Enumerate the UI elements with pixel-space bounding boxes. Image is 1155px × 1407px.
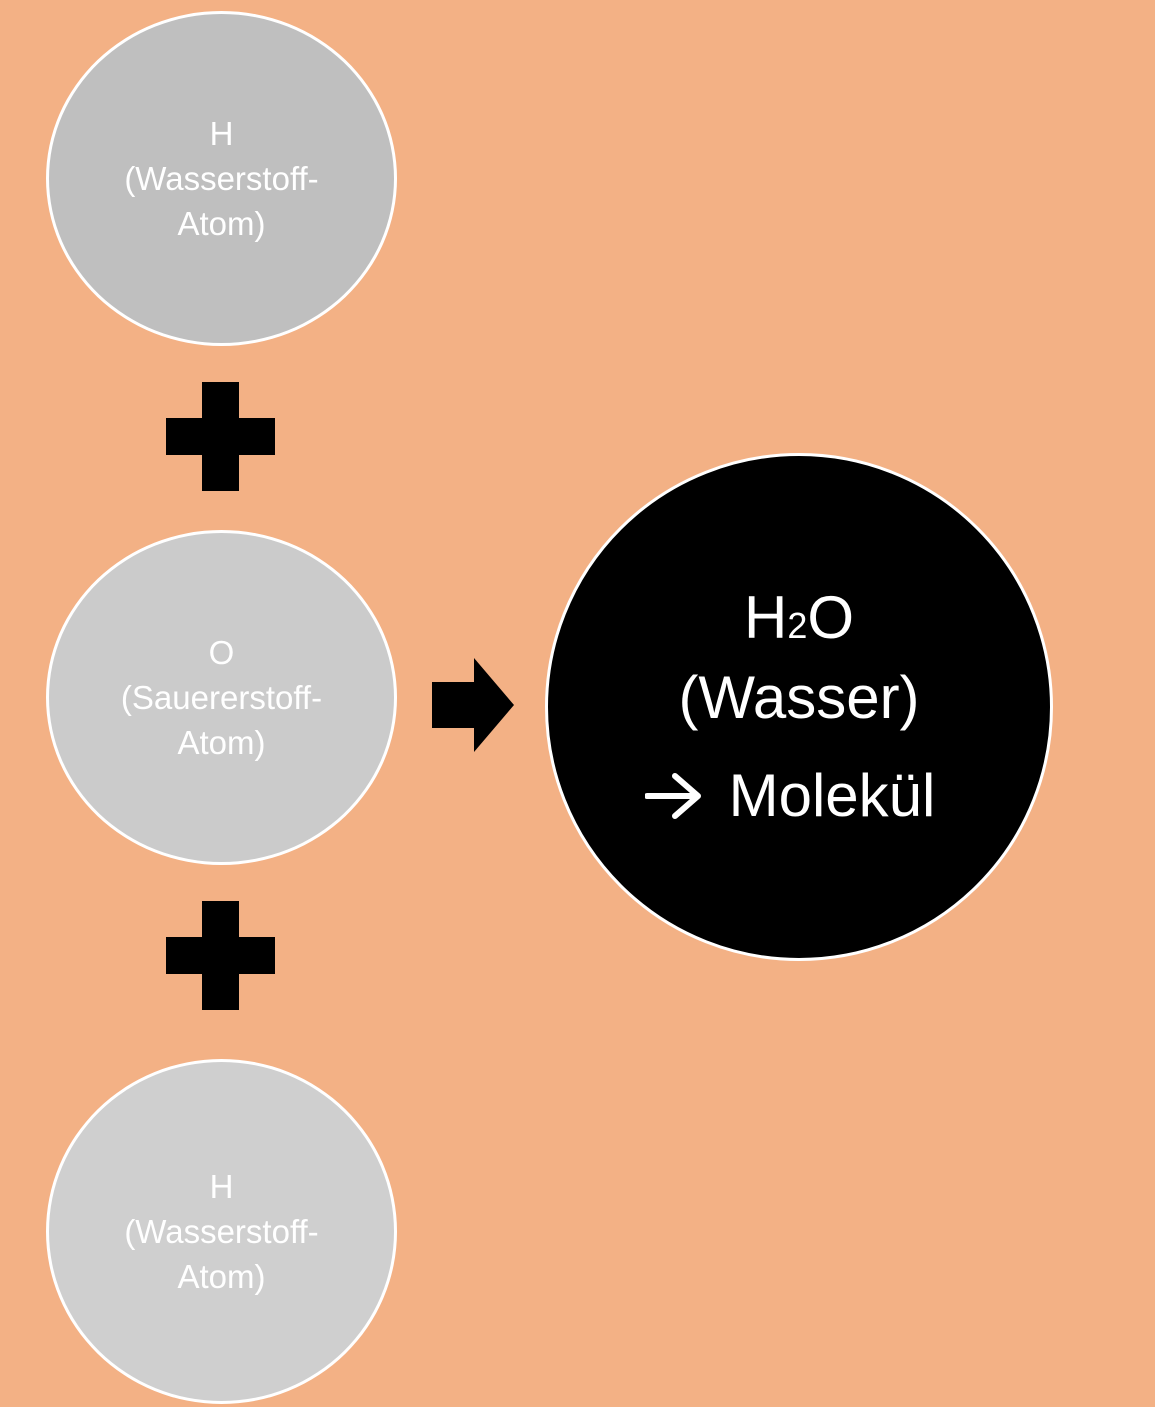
- molecule-type-label: Molekül: [728, 762, 936, 829]
- molecule-formula: H2O: [744, 582, 854, 662]
- hydrogen-atom-circle-top: H (Wasserstoff- Atom): [46, 11, 397, 346]
- molecule-name: (Wasser): [678, 664, 920, 731]
- atom-symbol: H: [209, 115, 234, 152]
- arrow-right-icon: [644, 773, 701, 819]
- atom-symbol: H: [209, 1168, 234, 1205]
- atom-suffix: Atom): [177, 1258, 266, 1295]
- formula-subscript: 2: [787, 605, 808, 646]
- atom-name: (Wasserstoff-: [124, 160, 319, 197]
- atom-name: (Sauererstoff-: [120, 679, 323, 716]
- atom-suffix: Atom): [177, 724, 266, 761]
- arrow-right-icon: [432, 658, 514, 752]
- plus-icon: [166, 382, 275, 491]
- plus-icon: [166, 901, 275, 1010]
- oxygen-atom-circle: O (Sauererstoff- Atom): [46, 530, 397, 865]
- atom-name: (Wasserstoff-: [124, 1213, 319, 1250]
- molecule-type: Molekül: [644, 760, 936, 832]
- formula-h: H: [743, 584, 788, 651]
- atom-suffix: Atom): [177, 205, 266, 242]
- hydrogen-atom-circle-bottom: H (Wasserstoff- Atom): [46, 1059, 397, 1404]
- water-molecule-circle: H2O (Wasser) Molekül: [545, 453, 1053, 961]
- atom-symbol: O: [208, 634, 235, 671]
- formula-o: O: [807, 584, 855, 651]
